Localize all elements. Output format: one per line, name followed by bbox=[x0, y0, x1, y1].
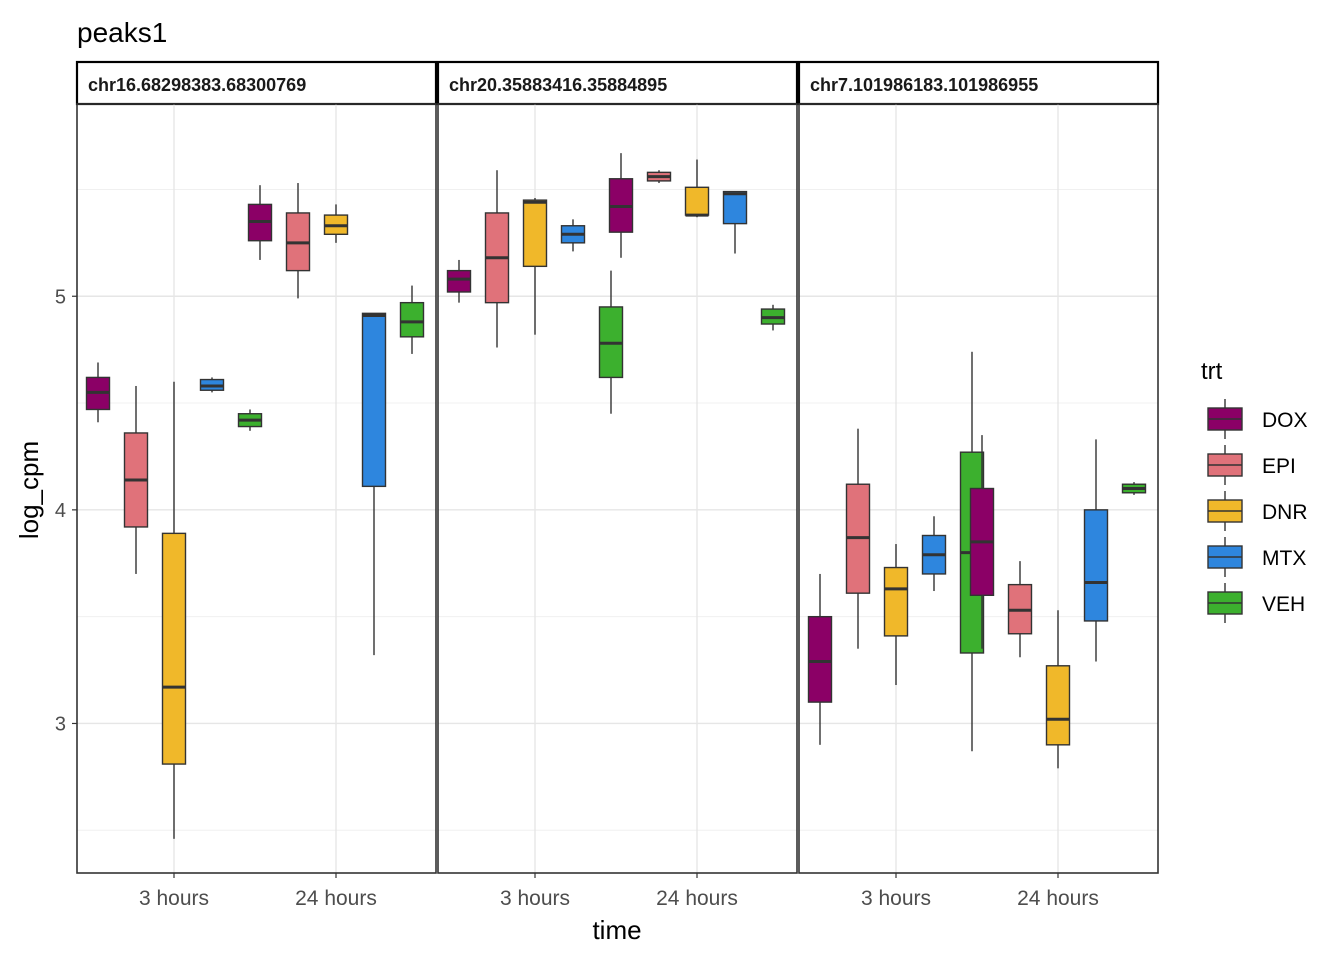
legend-title: trt bbox=[1201, 358, 1223, 385]
boxplot-epi bbox=[1007, 561, 1033, 658]
facet-strip-label: chr20.35883416.35884895 bbox=[449, 75, 667, 95]
box-iqr bbox=[446, 269, 472, 293]
facet-panel: chr20.35883416.35884895 3 hours 24 hours bbox=[436, 60, 799, 910]
chart-title: peaks1 bbox=[77, 17, 167, 48]
boxplot-epi bbox=[123, 385, 149, 574]
x-tick-label: 24 hours bbox=[295, 887, 377, 910]
legend-label: VEH bbox=[1262, 593, 1305, 616]
boxplot-veh bbox=[1121, 482, 1147, 495]
boxplot-epi bbox=[484, 170, 510, 348]
panel-border bbox=[76, 103, 437, 874]
x-tick-label: 3 hours bbox=[861, 887, 931, 910]
x-tick-label: 24 hours bbox=[1017, 887, 1099, 910]
facet-strip-label: chr7.101986183.101986955 bbox=[810, 75, 1038, 95]
y-axis-label: log_cpm bbox=[14, 441, 44, 539]
boxplot-dnr bbox=[161, 381, 187, 839]
x-tick-label: 3 hours bbox=[500, 887, 570, 910]
boxplot-dox bbox=[608, 153, 634, 258]
facet-strip bbox=[436, 60, 799, 106]
boxplot-epi bbox=[646, 170, 672, 184]
boxplot-mtx bbox=[199, 377, 225, 393]
box-iqr bbox=[684, 186, 710, 216]
legend-item-mtx: MTX bbox=[1207, 537, 1306, 577]
box-iqr bbox=[399, 301, 425, 338]
box-iqr bbox=[807, 615, 833, 703]
legend-item-epi: EPI bbox=[1207, 445, 1296, 485]
boxplot-veh bbox=[399, 285, 425, 354]
boxplot-epi bbox=[845, 428, 871, 649]
box-iqr bbox=[161, 532, 187, 765]
legend-label: MTX bbox=[1262, 547, 1306, 570]
boxplot-dnr bbox=[883, 544, 909, 686]
boxplot-dox bbox=[807, 573, 833, 745]
box-iqr bbox=[722, 190, 748, 225]
facet-panel: chr16.68298383.68300769 3 hours 24 hours bbox=[75, 60, 438, 910]
boxplot-epi bbox=[285, 183, 311, 299]
legend-label: DNR bbox=[1262, 501, 1308, 524]
boxplot-dnr bbox=[522, 197, 548, 335]
boxplot-dnr bbox=[323, 204, 349, 243]
legend: trt DOX EPI DNR MTX VEH bbox=[1201, 358, 1308, 623]
box-iqr bbox=[883, 566, 909, 637]
x-tick-label: 3 hours bbox=[139, 887, 209, 910]
legend-label: EPI bbox=[1262, 455, 1296, 478]
y-tick-label: 3 bbox=[55, 713, 66, 735]
legend-label: DOX bbox=[1262, 409, 1308, 432]
legend-item-dnr: DNR bbox=[1207, 491, 1308, 531]
boxplot-veh bbox=[237, 409, 263, 431]
panel-border bbox=[798, 103, 1159, 874]
y-tick-label: 4 bbox=[55, 500, 66, 522]
boxplot-mtx bbox=[361, 312, 387, 656]
panel-border bbox=[437, 103, 798, 874]
panels-layer: 3 4 5 chr16.68298383.68300769 3 hours 24 hour… bbox=[55, 60, 1160, 910]
boxplot-veh bbox=[760, 304, 786, 331]
box-iqr bbox=[1083, 509, 1109, 622]
boxplot-mtx bbox=[1083, 439, 1109, 662]
boxplot-dox bbox=[247, 185, 273, 260]
legend-item-veh: VEH bbox=[1207, 583, 1305, 623]
box-iqr bbox=[361, 312, 387, 488]
boxplot-dnr bbox=[1045, 610, 1071, 769]
boxplot-veh bbox=[598, 270, 624, 414]
legend-item-dox: DOX bbox=[1207, 399, 1308, 439]
boxplot-dox bbox=[446, 259, 472, 303]
boxplot-mtx bbox=[722, 190, 748, 254]
facet-panel: chr7.101986183.101986955 3 hours 24 hours bbox=[797, 60, 1160, 910]
boxplot-dox bbox=[969, 435, 995, 649]
x-axis-label: time bbox=[592, 915, 641, 945]
boxplot-mtx bbox=[560, 219, 586, 252]
box-iqr bbox=[522, 199, 548, 268]
facet-strip-label: chr16.68298383.68300769 bbox=[88, 75, 306, 95]
x-tick-label: 24 hours bbox=[656, 887, 738, 910]
facet-strip bbox=[75, 60, 438, 106]
y-tick-label: 5 bbox=[55, 286, 66, 308]
boxplot-dox bbox=[85, 362, 111, 423]
boxplot-dnr bbox=[684, 159, 710, 218]
boxplot-mtx bbox=[921, 516, 947, 592]
box-iqr bbox=[1045, 665, 1071, 746]
